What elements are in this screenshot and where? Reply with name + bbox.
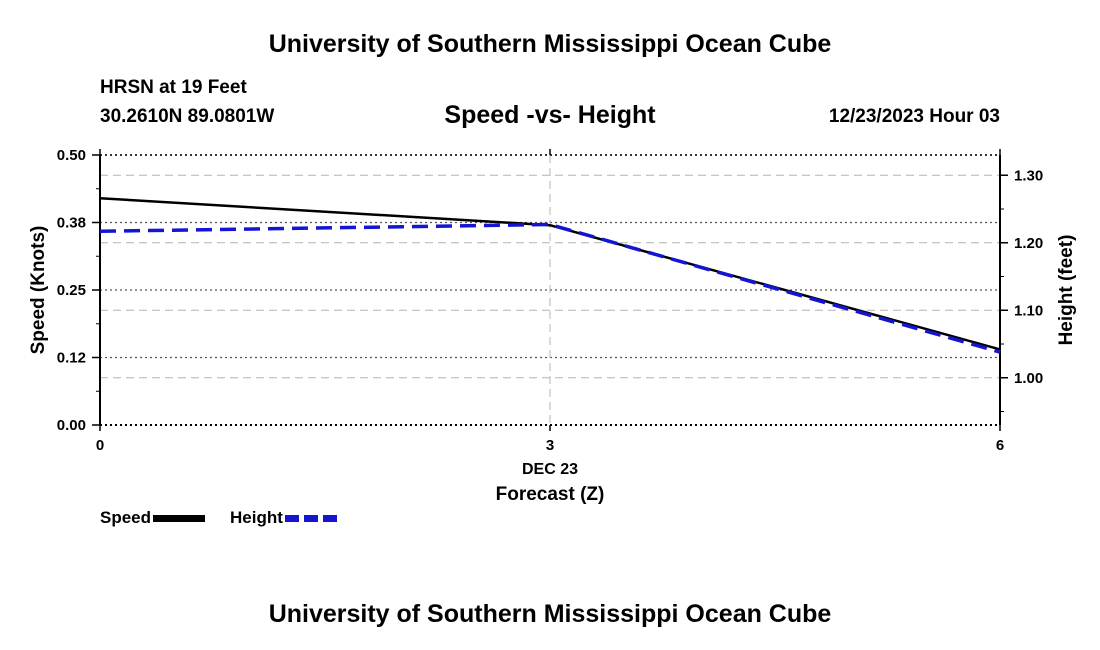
x-tick-label: 0 — [96, 437, 104, 454]
axes — [92, 149, 1008, 431]
legend-height-swatch — [284, 514, 337, 522]
y2-tick-label: 1.30 — [1014, 167, 1043, 184]
y-axis-label: Speed (Knots) — [28, 226, 49, 355]
chart-title: Speed -vs- Height — [444, 101, 656, 129]
legend-height: Height — [230, 508, 337, 528]
series-line-height — [99, 222, 1001, 354]
y-tick-label: 0.12 — [57, 350, 86, 367]
x-tick-label: 6 — [996, 437, 1004, 454]
y-tick-label: 0.50 — [57, 147, 86, 164]
y-tick-label: 0.38 — [57, 215, 86, 232]
x-axis-label: Forecast (Z) — [496, 484, 605, 505]
series-line-speed — [99, 196, 1001, 351]
x-date-label: DEC 23 — [522, 461, 578, 478]
footer-title: University of Southern Mississippi Ocean… — [268, 600, 832, 628]
y-tick-label: 0.00 — [57, 417, 86, 434]
y2-tick-label: 1.10 — [1014, 302, 1043, 319]
page-title: University of Southern Mississippi Ocean… — [268, 30, 832, 58]
grid — [100, 154, 1000, 426]
y2-axis-label: Height (feet) — [1056, 235, 1077, 346]
coordinates-label: 30.2610N 89.0801W — [100, 106, 275, 127]
tick-labels: 0.00 0.12 0.25 0.38 0.50 1.00 1.10 1.20 1.30 0 3 6 D… — [28, 147, 1077, 505]
series — [99, 196, 1001, 354]
x-tick-label: 3 — [546, 437, 554, 454]
legend-speed-label: Speed — [100, 508, 152, 527]
legend-height-label: Height — [230, 508, 283, 527]
y-tick-label: 0.25 — [57, 282, 86, 299]
legend-speed: Speed — [100, 508, 206, 528]
y2-tick-label: 1.00 — [1014, 370, 1043, 387]
legend-speed-swatch — [153, 514, 206, 522]
date-label: 12/23/2023 Hour 03 — [828, 106, 1000, 127]
y2-tick-label: 1.20 — [1014, 235, 1043, 252]
station-label: HRSN at 19 Feet — [100, 77, 247, 98]
